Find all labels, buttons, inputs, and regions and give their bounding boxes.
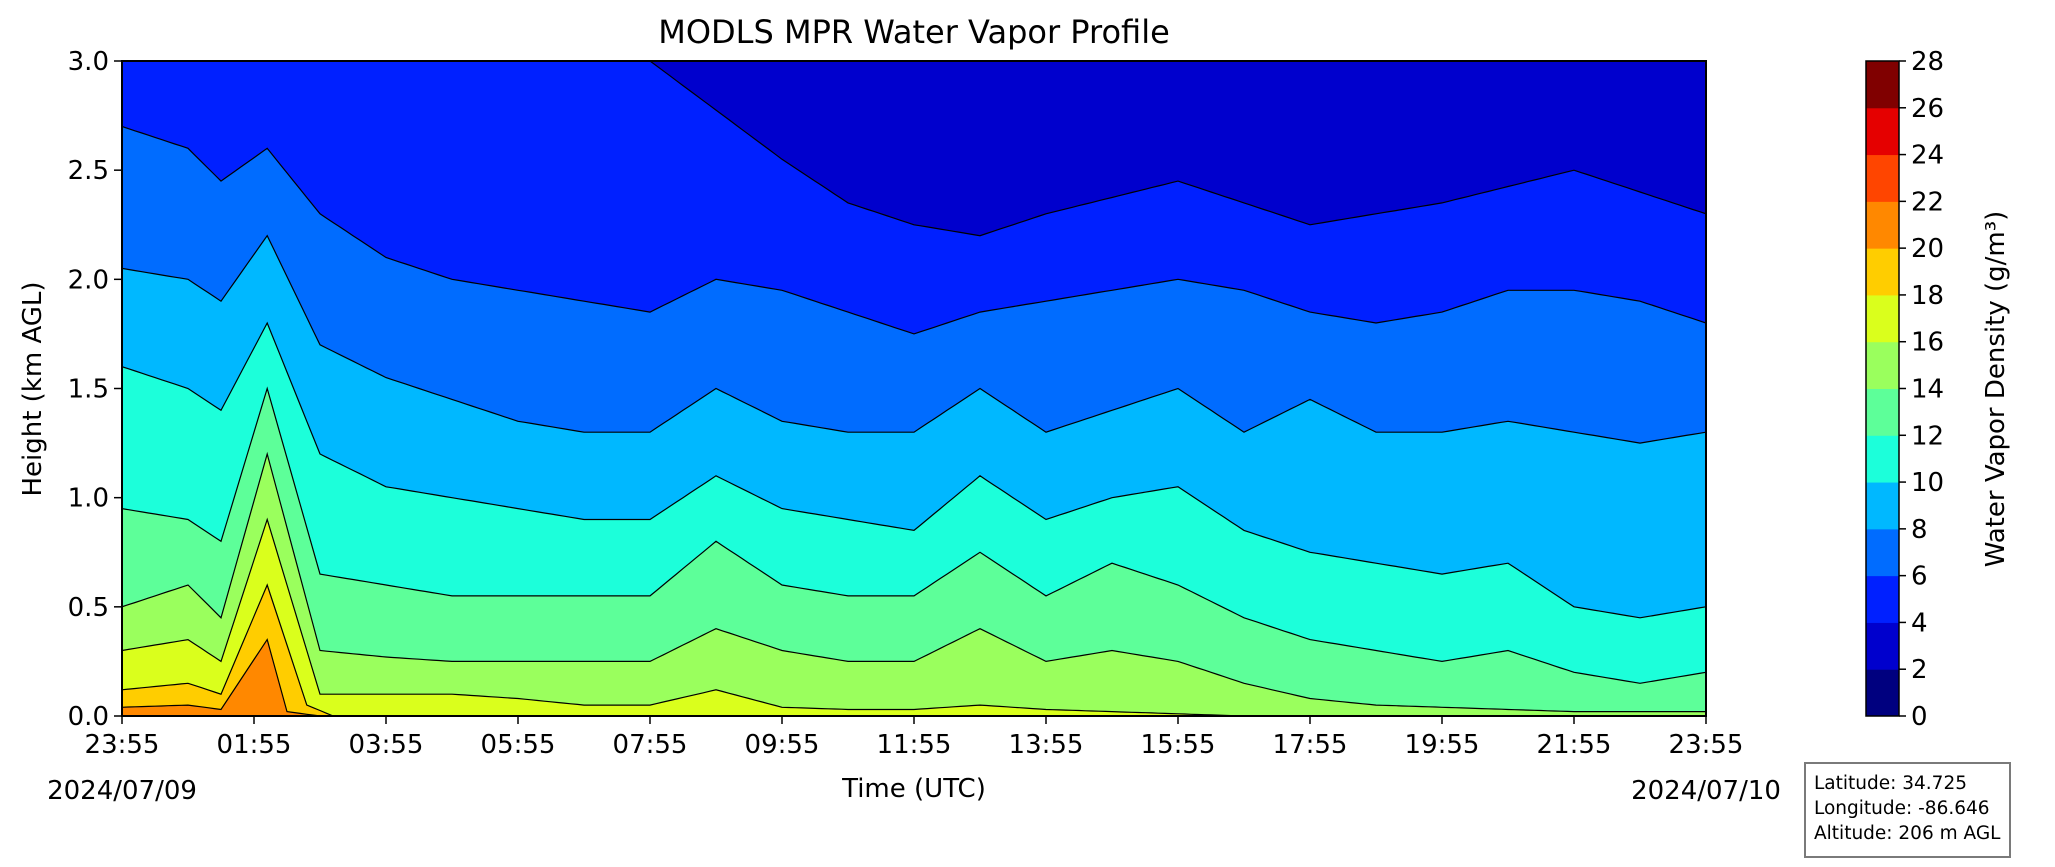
y-tick-label: 1.0 [68, 484, 109, 514]
colorbar-segment [1866, 528, 1899, 577]
colorbar-tick-label: 16 [1911, 328, 1944, 358]
colorbar [1866, 61, 1899, 717]
colorbar-tick-label: 8 [1911, 515, 1928, 545]
longitude-text: Longitude: -86.646 [1814, 798, 1990, 819]
colorbar-segment [1866, 482, 1899, 530]
colorbar-segment [1866, 201, 1899, 249]
colorbar-tick-label: 6 [1911, 562, 1928, 592]
band-12 [122, 388, 1706, 716]
contour-line-16 [122, 517, 1706, 716]
contour-line-6 [122, 125, 1706, 335]
x-tick-label: 05:55 [481, 730, 556, 760]
colorbar-tick-label: 20 [1911, 234, 1944, 264]
x-start-date: 2024/07/09 [47, 776, 197, 806]
contour-line-8 [122, 234, 1706, 444]
colorbar-segment [1866, 341, 1899, 389]
colorbar-tick-label: 14 [1911, 375, 1944, 405]
colorbar-tick-label: 28 [1911, 47, 1944, 77]
band-20 [122, 639, 1706, 716]
colorbar-segment [1866, 248, 1899, 296]
plot-area [122, 61, 1706, 716]
x-tick-label: 15:55 [1141, 730, 1216, 760]
colorbar-segment [1866, 388, 1899, 436]
contour-line-10 [122, 321, 1706, 619]
altitude-text: Altitude: 206 m AGL [1814, 823, 2001, 844]
y-tick-label: 0.0 [68, 702, 109, 732]
colorbar-tick-label: 18 [1911, 281, 1944, 311]
station-info-box: Latitude: 34.725 Longitude: -86.646 Alti… [1804, 762, 2011, 858]
contour-line-14 [122, 451, 1706, 713]
x-axis: 23:55 01:55 03:55 05:55 07:55 09:55 11:55 13:55… [85, 716, 1744, 760]
x-tick-label: 13:55 [1009, 730, 1084, 760]
contour-line-12 [122, 386, 1706, 684]
colorbar-segment [1866, 61, 1899, 109]
x-tick-label: 01:55 [217, 730, 292, 760]
y-tick-label: 3.0 [68, 47, 109, 77]
y-axis: 0.0 0.5 1.0 1.5 2.0 2.5 3.0 [68, 47, 122, 732]
colorbar-tick-label: 12 [1911, 421, 1944, 451]
y-tick-label: 2.5 [68, 156, 109, 186]
colorbar-tick-label: 0 [1911, 702, 1928, 732]
x-tick-label: 09:55 [745, 730, 820, 760]
colorbar-segment [1866, 575, 1899, 623]
x-tick-label: 17:55 [1273, 730, 1348, 760]
contour-line-4 [646, 61, 1706, 237]
colorbar-tick-label: 2 [1911, 655, 1928, 685]
y-tick-label: 2.0 [68, 265, 109, 295]
colorbar-tick-label: 4 [1911, 608, 1928, 638]
x-tick-label: 19:55 [1405, 730, 1480, 760]
y-axis-label: Height (km AGL) [18, 281, 48, 496]
x-tick-label: 23:55 [85, 730, 160, 760]
colorbar-label: Water Vapor Density (g/m³) [1981, 211, 2011, 568]
y-tick-label: 0.5 [68, 593, 109, 623]
x-tick-label: 23:55 [1669, 730, 1744, 760]
x-tick-label: 07:55 [613, 730, 688, 760]
x-tick-label: 21:55 [1537, 730, 1612, 760]
x-tick-label: 11:55 [877, 730, 952, 760]
chart-title: MODLS MPR Water Vapor Profile [658, 13, 1170, 51]
colorbar-tick-label: 22 [1911, 187, 1944, 217]
x-tick-label: 03:55 [349, 730, 424, 760]
contour-lines [122, 61, 1706, 716]
colorbar-tick-label: 24 [1911, 141, 1944, 171]
colorbar-segment [1866, 154, 1899, 202]
colorbar-segment [1866, 669, 1899, 717]
colorbar-segment [1866, 622, 1899, 670]
latitude-text: Latitude: 34.725 [1814, 773, 1967, 794]
colorbar-tick-label: 26 [1911, 94, 1944, 124]
colorbar-segment [1866, 435, 1899, 483]
x-end-date: 2024/07/10 [1631, 776, 1781, 806]
y-tick-label: 1.5 [68, 375, 109, 405]
colorbar-tick-label: 10 [1911, 468, 1944, 498]
x-axis-label: Time (UTC) [841, 774, 986, 804]
colorbar-segment [1866, 294, 1899, 343]
colorbar-segment [1866, 107, 1899, 156]
